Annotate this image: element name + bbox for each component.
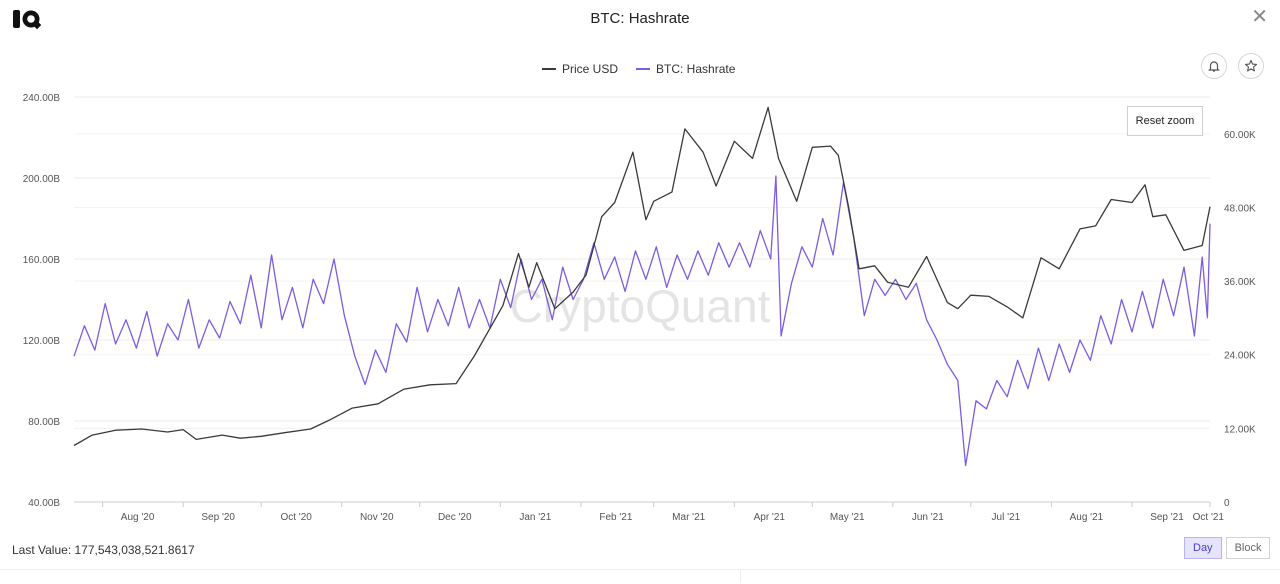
y-right-tick-label: 12.00K bbox=[1224, 424, 1256, 435]
y-left-tick-label: 80.00B bbox=[28, 417, 60, 428]
y-right-tick-label: 48.00K bbox=[1224, 203, 1256, 214]
last-value-number: 177,543,038,521.8617 bbox=[74, 543, 195, 557]
legend-swatch-hashrate bbox=[636, 68, 651, 70]
legend-label-hashrate: BTC: Hashrate bbox=[656, 62, 736, 76]
y-right-tick-label: 24.00K bbox=[1224, 351, 1256, 362]
x-tick-label: Feb '21 bbox=[599, 512, 632, 523]
resolution-toggle: Day Block bbox=[1184, 537, 1271, 559]
legend-label-price: Price USD bbox=[562, 62, 619, 76]
x-tick-label: Oct '20 bbox=[280, 512, 312, 523]
y-left-tick-label: 160.00B bbox=[23, 255, 61, 266]
y-left-tick-label: 40.00B bbox=[28, 498, 60, 509]
series-line-price[interactable] bbox=[73, 106, 1211, 447]
close-icon[interactable]: ✕ bbox=[1251, 6, 1268, 28]
y-left-tick-label: 200.00B bbox=[23, 174, 61, 185]
x-tick-label: May '21 bbox=[830, 512, 865, 523]
x-tick-label: Aug '21 bbox=[1070, 512, 1104, 523]
x-tick-label: Sep '21 bbox=[1150, 512, 1184, 523]
x-tick-label: Apr '21 bbox=[754, 512, 786, 523]
y-right-tick-label: 36.00K bbox=[1224, 277, 1256, 288]
y-right-tick-label: 0 bbox=[1224, 498, 1230, 509]
legend-item-price[interactable]: Price USD bbox=[542, 62, 618, 76]
y-left-tick-label: 240.00B bbox=[23, 93, 61, 104]
x-tick-label: Oct '21 bbox=[1193, 512, 1225, 523]
star-icon[interactable] bbox=[1238, 53, 1264, 79]
bell-icon[interactable] bbox=[1201, 53, 1227, 79]
x-tick-label: Nov '20 bbox=[360, 512, 394, 523]
x-tick-label: Sep '20 bbox=[201, 512, 235, 523]
legend-item-hashrate[interactable]: BTC: Hashrate bbox=[636, 62, 735, 76]
x-tick-label: Dec '20 bbox=[438, 512, 472, 523]
x-tick-label: Mar '21 bbox=[672, 512, 705, 523]
footer-divider-tick bbox=[740, 569, 741, 583]
chart-legend: Price USD BTC: Hashrate bbox=[542, 62, 735, 76]
x-tick-label: Aug '20 bbox=[121, 512, 155, 523]
x-tick-label: Jul '21 bbox=[992, 512, 1021, 523]
last-value-label: Last Value: bbox=[12, 543, 72, 557]
y-right-tick-label: 60.00K bbox=[1224, 130, 1256, 141]
watermark: CryptoQuant bbox=[510, 280, 771, 332]
legend-swatch-price bbox=[542, 68, 556, 70]
x-tick-label: Jun '21 bbox=[912, 512, 944, 523]
x-tick-label: Jan '21 bbox=[519, 512, 551, 523]
chart-title: BTC: Hashrate bbox=[590, 10, 690, 27]
block-button[interactable]: Block bbox=[1225, 537, 1271, 559]
reset-zoom-button[interactable]: Reset zoom bbox=[1127, 106, 1203, 136]
cryptoquant-logo[interactable] bbox=[12, 8, 42, 30]
series-line-hashrate[interactable] bbox=[73, 175, 1211, 467]
y-left-tick-label: 120.00B bbox=[23, 336, 61, 347]
day-button[interactable]: Day bbox=[1184, 537, 1222, 559]
footer-divider bbox=[0, 569, 1280, 570]
last-value: Last Value: 177,543,038,521.8617 bbox=[12, 543, 195, 557]
